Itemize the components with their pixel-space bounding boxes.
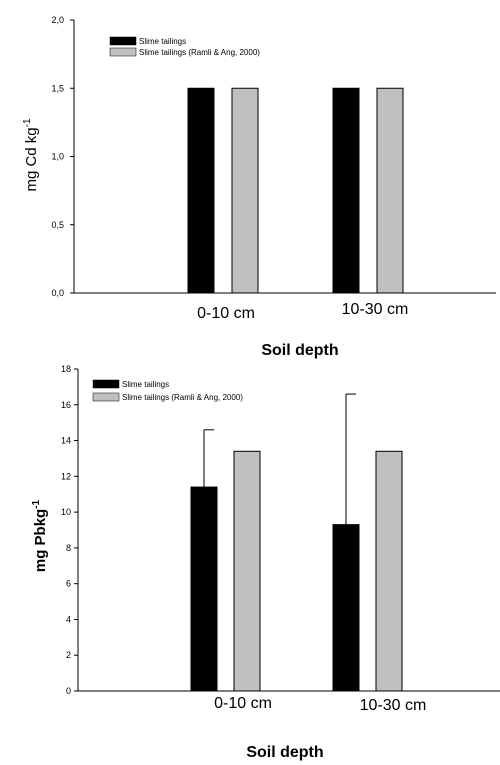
pb-bar-series2-cat1: [233, 450, 261, 692]
cd-bar-series2-cat1: [231, 87, 259, 294]
pb-legend-swatch-2: [92, 392, 120, 402]
pb-y-tick-label: 10: [61, 507, 71, 517]
cd-legend: Slime tailings Slime tailings (Ramli & A…: [109, 36, 260, 57]
cd-x-axis-label: Soil depth: [261, 342, 338, 359]
chart-cd: 0,0 0,5 1,0 1,5 2,0 Slime tailings Slime tai…: [22, 15, 496, 359]
pb-y-tick-label: 12: [61, 471, 71, 481]
pb-y-ticks: 0 2 4 6 8 10 12 14 16 18: [61, 364, 78, 696]
cd-y-axis-label: mg Cd kg-1: [22, 118, 40, 192]
pb-legend-swatch-1: [92, 379, 120, 389]
cd-y-axis-label-sup: -1: [22, 118, 33, 127]
pb-legend-label-1: Slime tailings: [122, 380, 169, 389]
pb-category-label-1: 0-10 cm: [214, 695, 272, 712]
pb-y-axis-label: mg Pbkg-1: [31, 499, 49, 572]
pb-bar-series2-cat2: [375, 450, 403, 692]
cd-legend-swatch-2: [109, 47, 137, 57]
cd-category-label-2: 10-30 cm: [342, 301, 409, 318]
cd-y-tick-label: 2,0: [51, 15, 64, 25]
cd-legend-label-1: Slime tailings: [139, 37, 186, 46]
pb-y-tick-label: 2: [66, 650, 71, 660]
cd-legend-swatch-1: [109, 36, 137, 46]
chart-pb: 0 2 4 6 8 10 12 14 16 18 Slime tailings Slime tai…: [31, 364, 500, 761]
pb-y-tick-label: 8: [66, 543, 71, 553]
cd-bar-series1-cat2: [332, 87, 360, 294]
cd-y-axis-label-main: mg Cd kg: [23, 127, 40, 191]
cd-category-label-1: 0-10 cm: [197, 305, 255, 322]
cd-y-tick-label: 0,5: [51, 220, 64, 230]
pb-legend: Slime tailings Slime tailings (Ramli & A…: [92, 379, 243, 402]
pb-y-tick-label: 6: [66, 579, 71, 589]
cd-y-tick-label: 1,0: [51, 152, 64, 162]
pb-y-tick-label: 18: [61, 364, 71, 374]
cd-y-ticks: 0,0 0,5 1,0 1,5 2,0: [51, 15, 74, 298]
pb-legend-label-2: Slime tailings (Ramli & Ang, 2000): [122, 393, 243, 402]
pb-y-tick-label: 4: [66, 614, 71, 624]
cd-y-tick-label: 0,0: [51, 288, 64, 298]
cd-bars: [187, 87, 404, 294]
pb-y-tick-label: 14: [61, 436, 71, 446]
pb-category-label-2: 10-30 cm: [360, 697, 427, 714]
pb-bar-series1-cat1: [190, 486, 218, 692]
pb-y-tick-label: 0: [66, 686, 71, 696]
pb-bars: [190, 393, 403, 692]
cd-bar-series1-cat1: [187, 87, 215, 294]
cd-legend-label-2: Slime tailings (Ramli & Ang, 2000): [139, 48, 260, 57]
pb-bar-series1-cat2: [332, 524, 360, 692]
pb-y-axis-label-main: mg Pbkg: [32, 509, 49, 572]
pb-y-tick-label: 16: [61, 400, 71, 410]
cd-y-tick-label: 1,5: [51, 83, 64, 93]
pb-x-axis-label: Soil depth: [246, 744, 323, 761]
pb-y-axis-label-sup: -1: [31, 499, 42, 508]
cd-bar-series2-cat2: [376, 87, 404, 294]
